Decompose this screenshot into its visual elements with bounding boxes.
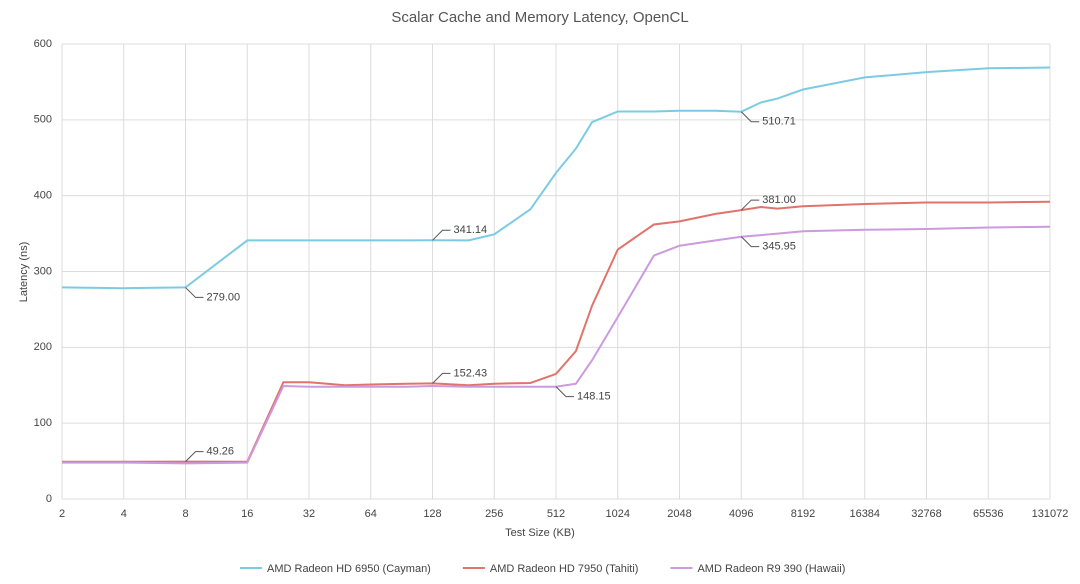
x-axis-title: Test Size (KB) [505, 527, 575, 539]
y-tick-label: 500 [34, 114, 52, 126]
y-tick-label: 200 [34, 341, 52, 353]
x-tick-label: 4 [121, 508, 127, 520]
data-label: 49.26 [207, 446, 235, 458]
series-line [61, 66, 1051, 290]
x-tick-label: 2 [59, 508, 65, 520]
x-tick-label: 131072 [1032, 508, 1069, 520]
chart-title: Scalar Cache and Memory Latency, OpenCL [391, 9, 688, 26]
label-leader [185, 287, 204, 298]
data-label: 341.14 [454, 224, 488, 236]
x-tick-label: 128 [423, 508, 441, 520]
x-tick-label: 8192 [791, 508, 815, 520]
label-leader [740, 236, 760, 248]
y-tick-label: 400 [34, 190, 52, 202]
y-tick-label: 600 [34, 38, 52, 50]
x-tick-label: 8 [182, 508, 188, 520]
x-tick-label: 16384 [849, 508, 880, 520]
legend-label: AMD Radeon R9 390 (Hawaii) [697, 563, 845, 575]
data-label: 510.71 [762, 116, 796, 128]
y-tick-label: 100 [34, 417, 52, 429]
legend-label: AMD Radeon HD 6950 (Cayman) [267, 563, 431, 575]
y-tick-label: 0 [46, 493, 52, 505]
data-label: 381.00 [762, 194, 796, 206]
data-label: 345.95 [762, 241, 796, 253]
data-label: 279.00 [207, 291, 241, 303]
legend-label: AMD Radeon HD 7950 (Tahiti) [490, 563, 639, 575]
label-leader [185, 451, 204, 462]
series-line [62, 200, 1051, 463]
x-tick-label: 512 [547, 508, 565, 520]
x-tick-label: 1024 [606, 508, 630, 520]
x-tick-label: 16 [241, 508, 253, 520]
label-leader [740, 111, 760, 123]
data-label: 148.15 [577, 391, 611, 403]
y-tick-label: 300 [34, 265, 52, 277]
x-tick-label: 256 [485, 508, 503, 520]
x-tick-label: 65536 [973, 508, 1004, 520]
series-line [62, 225, 1051, 465]
data-label: 152.43 [454, 367, 488, 379]
x-tick-label: 32768 [911, 508, 942, 520]
label-leader [740, 199, 760, 211]
x-tick-label: 64 [365, 508, 377, 520]
x-tick-label: 4096 [729, 508, 753, 520]
y-axis-title: Latency (ns) [18, 242, 30, 303]
x-tick-label: 32 [303, 508, 315, 520]
label-leader [432, 372, 451, 384]
label-leader [555, 386, 574, 398]
label-leader [432, 229, 451, 241]
x-tick-label: 2048 [667, 508, 691, 520]
